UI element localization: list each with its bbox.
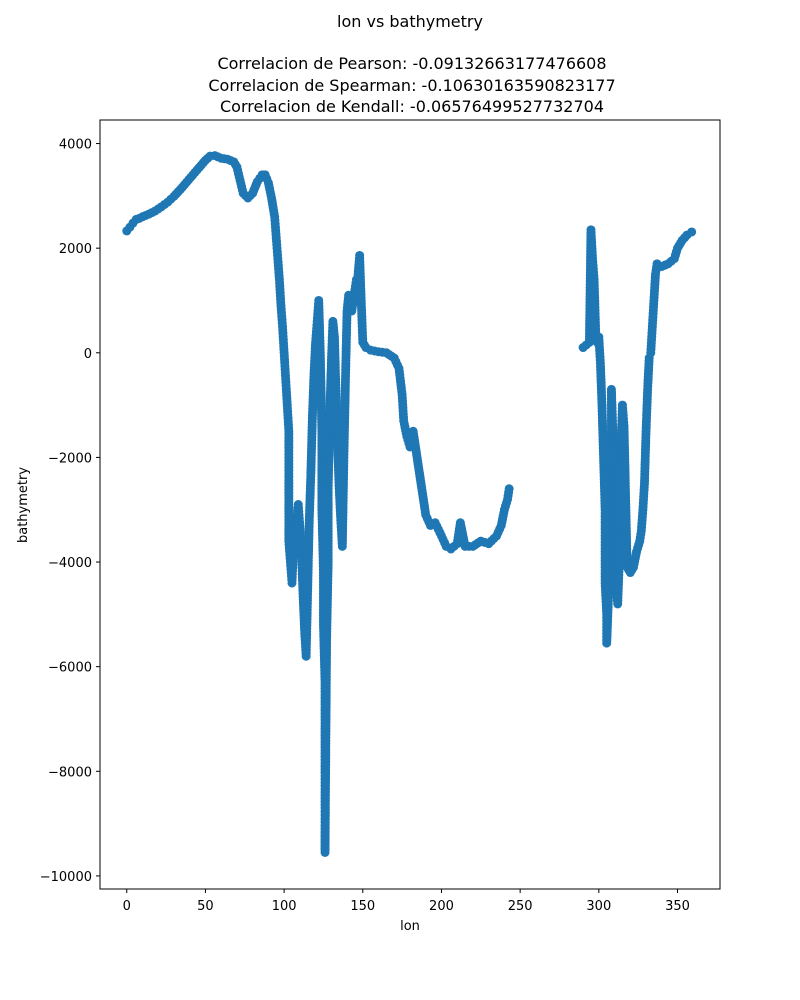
kendall-correlation-text: Correlacion de Kendall: -0.0657649952773…: [220, 97, 604, 116]
x-axis-label: lon: [400, 919, 420, 934]
pearson-correlation-text: Correlacion de Pearson: -0.0913266317747…: [217, 54, 606, 73]
spearman-correlation-text: Correlacion de Spearman: -0.106301635908…: [208, 76, 615, 95]
x-tick-label: 350: [665, 899, 690, 914]
y-tick-label: −6000: [48, 661, 92, 676]
x-tick-label: 200: [429, 899, 454, 914]
x-tick-label: 100: [272, 899, 297, 914]
y-axis: 4000 2000 0 −2000 −4000 −6000 −8000 −10000: [40, 138, 100, 885]
y-axis-label: bathymetry: [16, 467, 31, 543]
x-tick-label: 150: [350, 899, 375, 914]
x-tick-label: 250: [508, 899, 533, 914]
y-tick-label: −4000: [48, 556, 92, 571]
x-tick-label: 50: [197, 899, 214, 914]
data-point: [687, 227, 697, 237]
x-tick-label: 0: [123, 899, 131, 914]
y-tick-label: 2000: [59, 242, 92, 257]
plot-area: [122, 151, 697, 857]
y-tick-label: −8000: [48, 765, 92, 780]
chart-title: lon vs bathymetry: [337, 12, 483, 31]
axes-frame: [99, 119, 721, 890]
y-tick-label: −2000: [48, 451, 92, 466]
y-tick-label: 4000: [59, 138, 92, 153]
y-tick-label: −10000: [40, 870, 92, 885]
data-point: [504, 484, 514, 494]
x-tick-label: 300: [586, 899, 611, 914]
x-axis: 0 50 100 150 200 250 300 350: [123, 889, 690, 914]
y-tick-label: 0: [84, 347, 92, 362]
